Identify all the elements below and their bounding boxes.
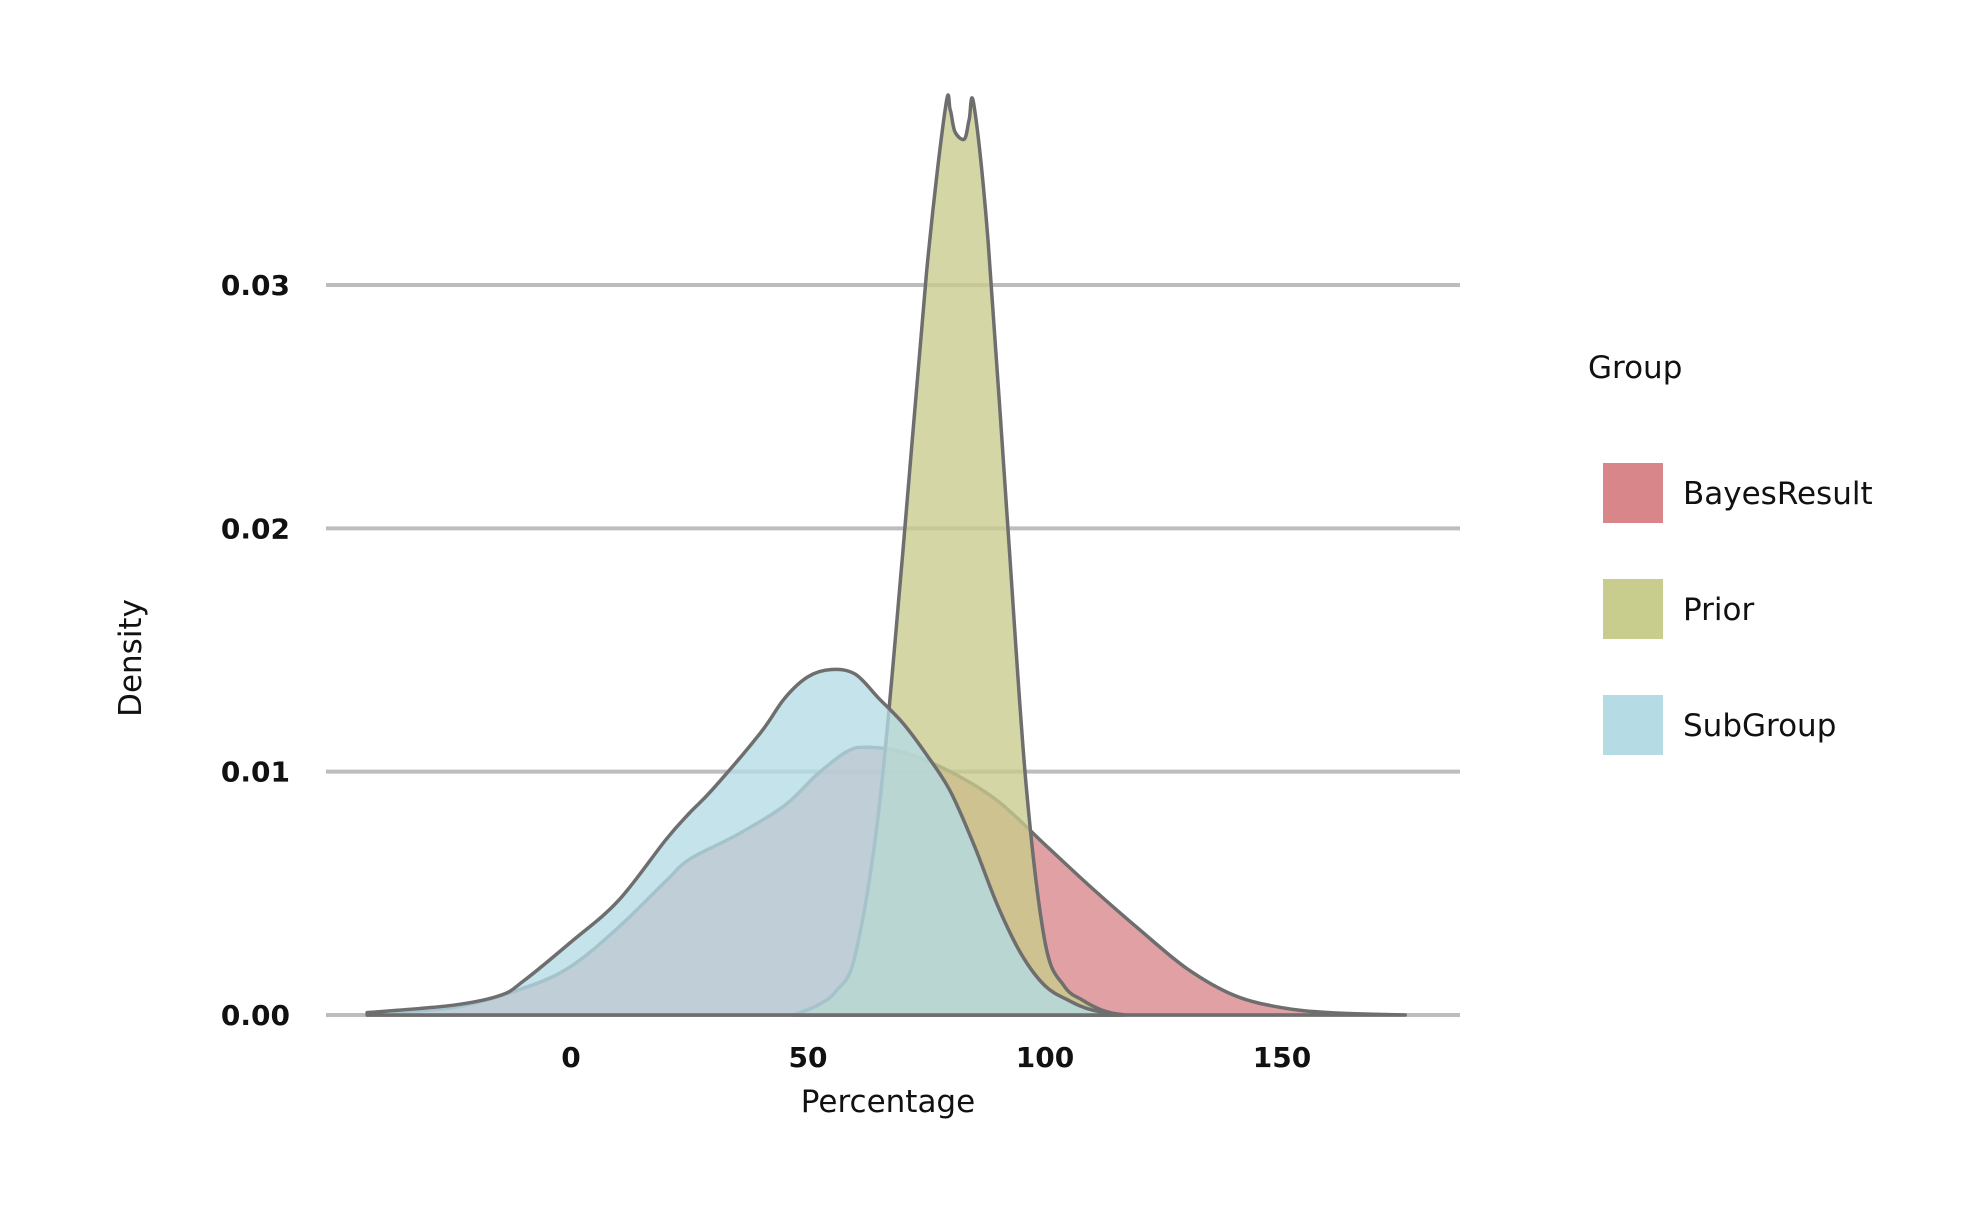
legend-label-subgroup: SubGroup: [1683, 708, 1836, 744]
y-tick-label-1: 0.01: [221, 756, 290, 789]
y-tick-label-3: 0.03: [221, 269, 290, 302]
density-area-subgroup: [365, 667, 1128, 1017]
y-tick-label-0: 0.00: [221, 999, 290, 1032]
y-axis-title: Density: [113, 599, 149, 717]
legend-swatch-bayesresult: [1603, 463, 1663, 523]
legend-title: Group: [1588, 350, 1682, 386]
x-tick-label-2: 100: [1016, 1041, 1074, 1074]
x-tick-label-1: 50: [789, 1041, 828, 1074]
legend-swatch-prior: [1603, 579, 1663, 639]
y-axis: 0.00 0.01 0.02 0.03: [221, 269, 290, 1032]
legend: Group BayesResult Prior SubGroup: [1588, 350, 1873, 755]
x-tick-label-0: 0: [561, 1041, 580, 1074]
legend-swatch-subgroup: [1603, 695, 1663, 755]
y-tick-label-2: 0.02: [221, 512, 290, 545]
legend-label-bayesresult: BayesResult: [1683, 476, 1873, 512]
x-axis-title: Percentage: [801, 1084, 975, 1120]
legend-label-prior: Prior: [1683, 592, 1754, 628]
x-axis: 0 50 100 150: [561, 1041, 1311, 1074]
x-tick-label-3: 150: [1253, 1041, 1311, 1074]
density-areas: [365, 93, 1407, 1017]
